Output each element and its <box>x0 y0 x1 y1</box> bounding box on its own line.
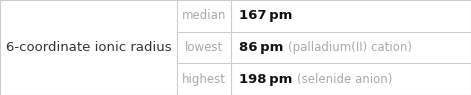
Text: lowest: lowest <box>185 41 223 54</box>
Text: 6-coordinate ionic radius: 6-coordinate ionic radius <box>6 41 171 54</box>
Text: 86 pm: 86 pm <box>239 41 283 54</box>
Text: (selenide anion): (selenide anion) <box>297 73 392 86</box>
Text: median: median <box>181 9 226 22</box>
Text: 167 pm: 167 pm <box>239 9 292 22</box>
Text: highest: highest <box>182 73 226 86</box>
Text: 198 pm: 198 pm <box>239 73 292 86</box>
Text: (palladium(II) cation): (palladium(II) cation) <box>288 41 412 54</box>
